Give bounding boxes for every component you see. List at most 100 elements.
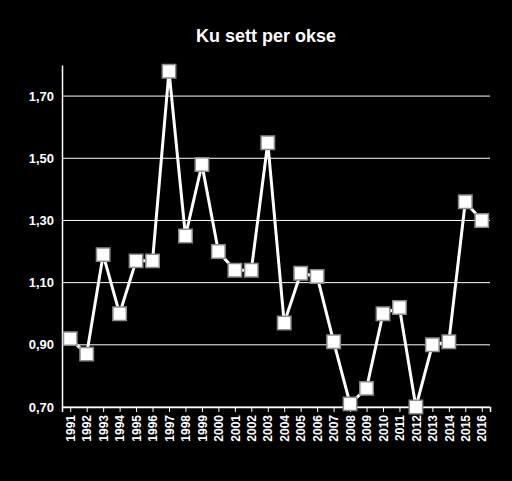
x-tick-label: 2002 [245,415,259,442]
x-tick: 1999 [196,407,210,442]
title: Ku sett per okse [196,26,336,46]
x-tick-label: 2008 [344,415,358,442]
marker [113,307,126,320]
marker [162,65,175,78]
marker [409,400,422,413]
grid-line [62,158,490,159]
y-axis: 0,700,901,101,301,501,70 [29,66,63,415]
x-tick-mark [120,407,121,412]
y-tick: 1,10 [29,275,62,290]
x-tick-mark [202,407,203,412]
x-tick-label: 1992 [80,415,94,442]
marker [80,347,93,360]
y-tick-label: 1,50 [29,151,54,166]
x-tick: 2008 [344,407,358,442]
grid-line [62,96,490,97]
marker [129,254,142,267]
y-tick: 0,90 [29,337,62,352]
x-tick: 1993 [97,407,111,442]
x-tick: 2009 [360,407,374,442]
marker [278,316,291,329]
x-tick-label: 2006 [311,415,325,442]
x-tick: 2007 [327,407,341,442]
x-tick: 2015 [459,407,473,442]
y-tick: 0,70 [29,400,62,415]
marker [393,301,406,314]
x-tick: 1992 [80,407,94,442]
x-tick-label: 1998 [179,415,193,442]
x-tick-label: 2015 [459,415,473,442]
x-tick: 2011 [393,407,407,441]
plot: 0,700,901,101,301,501,701991199219931994… [29,65,491,442]
marker [245,263,258,276]
x-tick: 1998 [179,407,193,442]
x-tick-label: 2016 [475,415,489,442]
marker [212,245,225,258]
marker [64,332,77,345]
x-tick-label: 1995 [130,415,144,442]
marker [376,307,389,320]
line [70,71,482,407]
x-tick: 1996 [146,407,160,442]
marker [294,267,307,280]
x-tick-label: 1991 [64,415,78,442]
x-tick: 2000 [212,407,226,442]
x-tick-mark [235,407,236,412]
y-tick-label: 0,90 [29,337,54,352]
grid [62,96,490,407]
x-tick: 2002 [245,407,259,442]
x-tick-label: 2011 [393,415,407,441]
y-tick-label: 1,70 [29,89,54,104]
marker [179,229,192,242]
marker [146,254,159,267]
x-tick: 1995 [130,407,144,442]
x-tick-label: 2012 [410,415,424,442]
y-axis-line [62,66,64,408]
marker [426,338,439,351]
y-tick: 1,50 [29,151,62,166]
x-tick: 2004 [278,407,292,442]
x-tick-mark [432,407,433,412]
marker [310,270,323,283]
marker [228,263,241,276]
x-tick: 2013 [426,407,440,442]
x-tick-mark [301,407,302,412]
x-tick-label: 1994 [113,415,127,442]
marker [442,335,455,348]
x-tick-label: 2009 [360,415,374,442]
x-tick-mark [136,407,137,412]
chart: Ku sett per okse0,700,901,101,301,501,70… [0,0,512,481]
marker [96,248,109,261]
marker [475,214,488,227]
x-tick: 1994 [113,407,127,442]
marker [327,335,340,348]
x-tick-mark [268,407,269,412]
x-tick-label: 2003 [261,415,275,442]
x-tick: 2001 [229,407,243,442]
x-tick-mark [153,407,154,412]
marker [195,158,208,171]
x-tick-mark [251,407,252,412]
x-tick-label: 2014 [443,415,457,442]
x-tick-mark [367,407,368,412]
x-tick: 1997 [163,407,177,442]
x-tick: 1991 [64,407,78,442]
marker [360,382,373,395]
x-tick-label: 2004 [278,415,292,442]
x-tick-mark [284,407,285,412]
grid-line [62,282,490,283]
marker [261,136,274,149]
x-tick-label: 2001 [229,415,243,442]
x-tick-mark [169,407,170,412]
x-tick-label: 2007 [327,415,341,442]
x-tick-label: 2005 [294,415,308,442]
y-tick: 1,70 [29,89,62,104]
x-tick-mark [449,407,450,412]
x-tick: 2003 [261,407,275,442]
x-tick-mark [218,407,219,412]
marks [64,65,489,414]
y-tick-label: 1,10 [29,275,54,290]
x-tick: 2010 [377,407,391,442]
x-tick-label: 1993 [97,415,111,442]
x-tick-mark [185,407,186,412]
